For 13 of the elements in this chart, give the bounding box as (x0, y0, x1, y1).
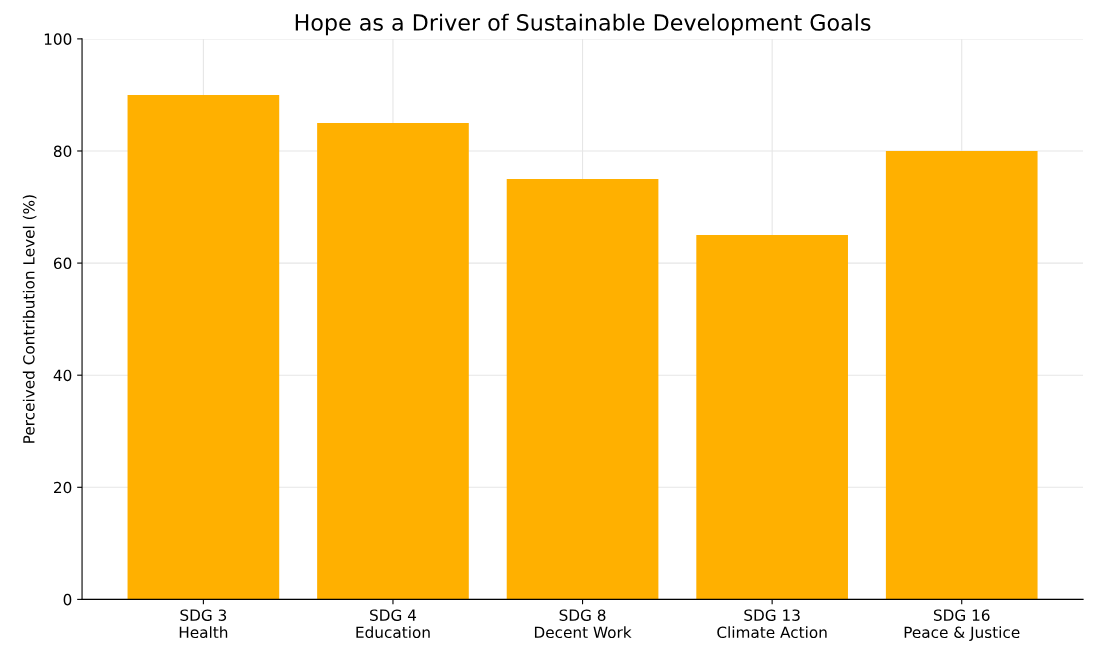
y-tick-label: 40 (53, 369, 72, 382)
x-tick-label: SDG 13 Climate Action (717, 609, 827, 639)
y-tick-label: 20 (54, 481, 72, 494)
chart-title: Hope as a Driver of Sustainable Development Goals (295, 13, 871, 36)
y-tick-label: 80 (53, 145, 72, 158)
x-tick-label: SDG 4 Education (356, 609, 430, 639)
x-tick-label: SDG 16 Peace & Justice (904, 609, 1020, 641)
y-axis-title: Perceived Contribution Level (%) (22, 195, 37, 443)
y-tick-label: 100 (44, 33, 72, 45)
x-tick-label: SDG 8 Decent Work (534, 609, 632, 639)
y-tick-label: 0 (63, 593, 72, 606)
x-tick-label: SDG 3 Health (179, 609, 228, 639)
y-tick-label: 60 (53, 257, 72, 270)
